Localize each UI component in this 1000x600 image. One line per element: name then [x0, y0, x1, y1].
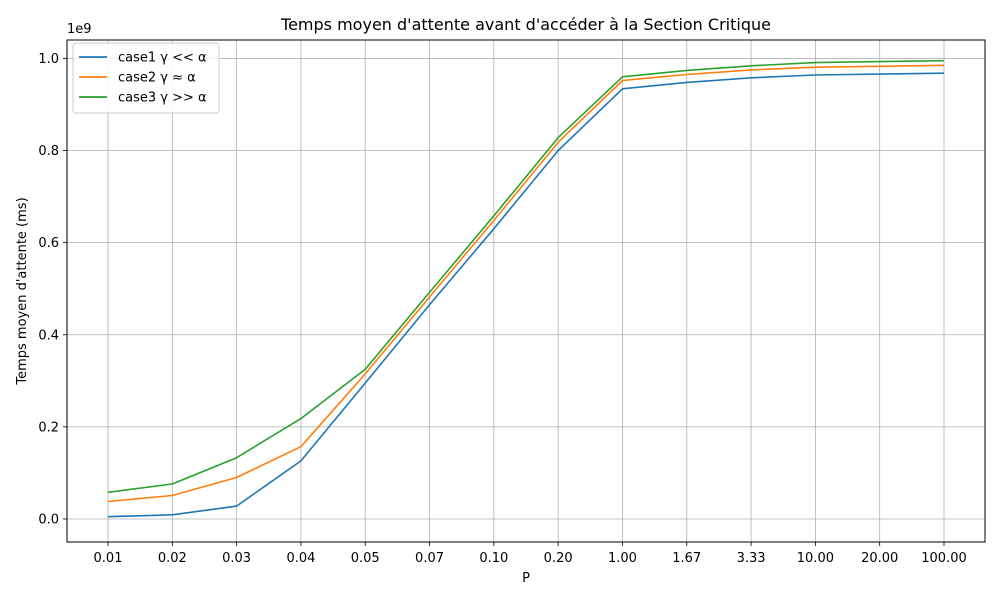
axis-ticks: 0.01 0.02 0.03 0.04 0.05 0.07 0.10 0.20 1.00 1.67… — [38, 52, 966, 566]
y-tick-label: 0.6 — [38, 236, 59, 251]
x-tick-label: 3.33 — [737, 551, 766, 566]
x-tick-label: 1.67 — [672, 551, 701, 566]
x-tick-label: 0.10 — [479, 551, 508, 566]
legend-label: case1 γ << α — [118, 51, 207, 66]
chart-title: Temps moyen d'attente avant d'accéder à … — [280, 15, 771, 34]
y-tick-label: 0.0 — [38, 512, 59, 527]
y-tick-label: 0.2 — [38, 420, 59, 435]
x-tick-label: 0.05 — [351, 551, 380, 566]
legend-label: case2 γ ≈ α — [118, 71, 196, 86]
x-tick-label: 0.02 — [158, 551, 187, 566]
x-tick-label: 0.03 — [222, 551, 251, 566]
x-tick-label: 0.20 — [544, 551, 573, 566]
grid — [67, 40, 985, 542]
x-tick-label: 0.07 — [415, 551, 444, 566]
x-tick-label: 100.00 — [921, 551, 967, 566]
x-tick-label: 20.00 — [861, 551, 898, 566]
legend: case1 γ << α case2 γ ≈ α case3 γ >> α — [72, 42, 220, 114]
x-tick-label: 0.04 — [286, 551, 315, 566]
series-line — [107, 64, 945, 503]
y-tick-label: 1.0 — [38, 52, 59, 67]
legend-box — [72, 42, 220, 114]
y-axis-label: Temps moyen d'attente (ms) — [15, 197, 30, 385]
series-line — [107, 59, 945, 494]
legend-label: case3 γ >> α — [118, 91, 207, 106]
x-axis-label: P — [522, 571, 530, 586]
series-line — [107, 72, 945, 518]
x-tick-label: 1.00 — [608, 551, 637, 566]
x-tick-label: 0.01 — [94, 551, 123, 566]
series-lines — [107, 59, 945, 518]
y-tick-label: 0.8 — [38, 144, 59, 159]
y-tick-label: 0.4 — [38, 328, 59, 343]
plot-frame — [66, 39, 986, 543]
y-axis-offset-label: 1e9 — [67, 22, 92, 37]
x-tick-label: 10.00 — [797, 551, 834, 566]
